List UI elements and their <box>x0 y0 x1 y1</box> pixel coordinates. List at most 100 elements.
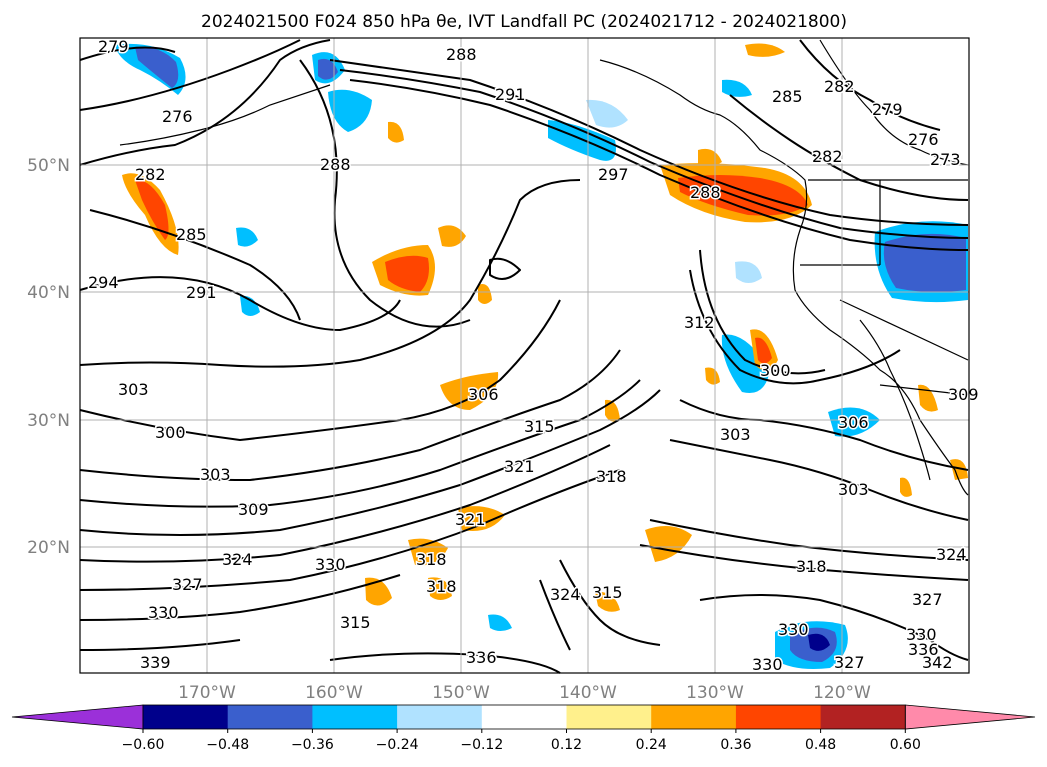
contour-line <box>79 299 561 441</box>
lon-label: 140°W <box>559 683 617 703</box>
contour-label: 327 <box>912 590 943 609</box>
positive-blob <box>705 367 720 385</box>
coastline <box>819 39 969 166</box>
contour-label: 285 <box>176 225 207 244</box>
contour-label: 321 <box>504 457 535 476</box>
negative-blob <box>722 79 752 97</box>
positive-blob <box>678 175 808 216</box>
colorbar-segment <box>566 705 652 729</box>
colorbar-tick-label: 0.48 <box>805 737 836 753</box>
contour-label: 315 <box>524 417 555 436</box>
contour-line <box>79 574 401 621</box>
positive-blob <box>428 577 452 600</box>
lon-label: 150°W <box>432 683 490 703</box>
contour-line <box>649 519 969 561</box>
contour-line <box>669 439 969 521</box>
contour-line <box>79 389 661 536</box>
contour-label: 279 <box>98 37 129 56</box>
contour-label: 330 <box>778 620 809 639</box>
contour-labels: 279 276 282 285 288 291 291 294 297 288 … <box>87 36 981 676</box>
colorbar-tick-label: 0.12 <box>551 737 582 753</box>
map-background <box>80 38 969 673</box>
colorbar-tick-label: −0.24 <box>376 737 419 753</box>
contour-label: 276 <box>908 130 939 149</box>
lon-label: 120°W <box>813 683 871 703</box>
contour-line <box>79 444 611 563</box>
contour-label: 318 <box>426 577 457 596</box>
positive-blob <box>408 538 448 566</box>
contour-label: 327 <box>834 653 865 672</box>
contour-line <box>489 257 521 280</box>
contour-line <box>79 276 401 331</box>
contour-label: 312 <box>684 313 715 332</box>
contour-label: 300 <box>155 423 186 442</box>
colorbar-segment <box>481 705 567 729</box>
contour-label: 303 <box>720 425 751 444</box>
contour-label: 288 <box>690 183 721 202</box>
contour-label: 273 <box>930 150 961 169</box>
positive-blob <box>745 43 785 57</box>
contour-label: 321 <box>455 510 486 529</box>
colorbar-segment <box>735 705 822 729</box>
lat-label: 20°N <box>27 538 70 558</box>
positive-blob <box>385 255 429 292</box>
border-line <box>839 299 969 361</box>
positive-blob <box>950 459 968 480</box>
negative-blob <box>883 233 966 293</box>
contour-label: 309 <box>238 500 269 519</box>
colorbar-frame <box>142 704 906 730</box>
positive-blob <box>438 225 466 247</box>
contour-line <box>329 652 561 674</box>
contour-label: 276 <box>162 107 193 126</box>
positive-blob <box>918 384 938 412</box>
contour-label: 282 <box>824 77 855 96</box>
contour-label: 291 <box>495 85 526 104</box>
positive-blob <box>645 526 692 562</box>
contour-line <box>689 269 901 385</box>
contour-label: 297 <box>598 165 629 184</box>
contour-label: 324 <box>550 585 581 604</box>
positive-blob <box>365 577 392 606</box>
graticule <box>80 38 969 673</box>
contour-label: 303 <box>200 465 231 484</box>
positive-blob <box>478 284 492 304</box>
contour-label: 330 <box>906 625 937 644</box>
colorbar-tick-label: −0.48 <box>206 737 249 753</box>
colorbar-tick-label: 0.36 <box>720 737 751 753</box>
contour-line <box>89 209 301 321</box>
contour-label: 294 <box>88 273 119 292</box>
contour-label: 324 <box>936 545 967 564</box>
contour-label: 300 <box>760 361 791 380</box>
contour-label: 318 <box>796 557 827 576</box>
positive-blob <box>458 506 505 531</box>
contour-label: 282 <box>135 165 166 184</box>
lat-axis: 50°N 40°N 30°N 20°N <box>27 156 70 558</box>
lon-label: 170°W <box>178 683 236 703</box>
contour-layer <box>79 39 969 674</box>
contour-line <box>349 79 969 251</box>
contour-line <box>329 59 969 226</box>
positive-blob <box>388 121 404 143</box>
negative-blob <box>808 633 830 651</box>
contour-label: 306 <box>468 385 499 404</box>
negative-blob <box>328 89 372 132</box>
colorbar-segment <box>820 705 906 729</box>
contour-label: 288 <box>446 45 477 64</box>
colorbar-tick-label: 0.60 <box>890 737 921 753</box>
colorbar-tick-label: −0.60 <box>122 737 165 753</box>
negative-blob <box>236 227 258 247</box>
colorbar: −0.60 −0.48 −0.36 −0.24 −0.12 0.12 0.24 0.36 0.4… <box>11 704 1036 753</box>
map-panel: 279 276 282 285 288 291 291 294 297 288 … <box>79 36 981 676</box>
contour-label: 309 <box>948 385 979 404</box>
contour-line <box>299 59 471 328</box>
colorbar-segment <box>651 705 737 729</box>
contour-line <box>539 579 571 651</box>
colorbar-segment <box>312 705 398 729</box>
colorbar-tick-label: −0.36 <box>291 737 334 753</box>
contour-line <box>799 39 941 131</box>
positive-blob <box>135 179 169 240</box>
negative-blob <box>240 295 260 316</box>
colorbar-tick-label: 0.24 <box>636 737 667 753</box>
contour-label: 318 <box>596 467 627 486</box>
